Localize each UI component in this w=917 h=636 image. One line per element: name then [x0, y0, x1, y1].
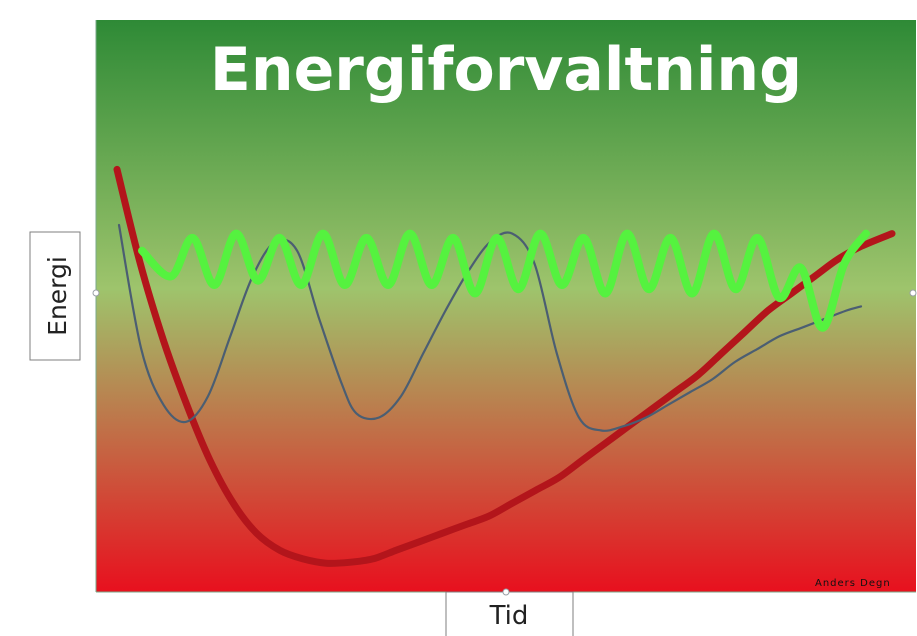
- burnout-energy-line: [113, 165, 896, 567]
- sustainable-energy-line: [138, 229, 870, 332]
- x-axis-label-box: Tid: [445, 591, 574, 636]
- recovery-energy-line: [117, 223, 863, 432]
- series-layer: [113, 165, 896, 567]
- credit-watermark: Anders Degn: [815, 578, 891, 589]
- y-axis-label-box: Energi: [29, 231, 81, 361]
- chart-title: Energiforvaltning: [210, 35, 802, 105]
- x-axis-label: Tid: [489, 601, 529, 631]
- axis-handle-left: [92, 289, 100, 297]
- y-axis-label: Energi: [43, 256, 72, 336]
- axis-handle-right: [909, 289, 917, 297]
- axis-handle-bottom: [502, 588, 510, 596]
